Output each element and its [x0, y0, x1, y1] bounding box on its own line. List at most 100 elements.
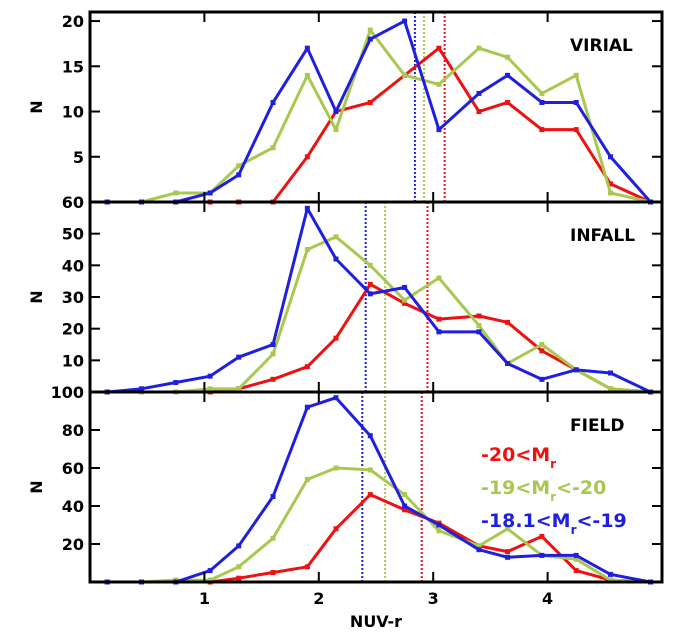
- data-point: [608, 386, 614, 392]
- data-point: [333, 395, 339, 401]
- data-point: [304, 247, 310, 252]
- data-point: [367, 492, 373, 498]
- data-point: [236, 575, 242, 581]
- series-line: [107, 235, 651, 394]
- y-axis-label: N: [27, 480, 46, 493]
- y-tick-label: 60: [62, 459, 84, 478]
- data-point: [173, 190, 179, 196]
- data-point: [270, 535, 276, 541]
- data-point: [333, 256, 339, 262]
- data-point: [367, 99, 373, 105]
- panel-virial: 5 10 15 20 N VIRIAL: [27, 10, 664, 205]
- data-point: [367, 27, 373, 33]
- series-line: [107, 282, 651, 394]
- data-point: [270, 494, 276, 499]
- data-point: [573, 99, 579, 105]
- data-point: [270, 342, 276, 347]
- panel-label: VIRIAL: [570, 36, 633, 56]
- data-point: [539, 127, 545, 133]
- data-point: [476, 90, 482, 96]
- panel-label: INFALL: [570, 226, 635, 246]
- data-point: [436, 316, 442, 322]
- data-point: [539, 342, 545, 347]
- data-point: [207, 577, 213, 583]
- data-point: [436, 275, 442, 281]
- data-point: [173, 380, 179, 385]
- y-tick-label: 100: [51, 383, 84, 402]
- data-point: [505, 554, 511, 560]
- data-point: [270, 570, 276, 575]
- data-point: [270, 351, 276, 357]
- data-point: [304, 476, 310, 482]
- y-tick-label: 10: [62, 351, 84, 370]
- data-point: [476, 45, 482, 51]
- data-point: [304, 72, 310, 78]
- data-point: [539, 348, 545, 354]
- data-point: [333, 465, 339, 471]
- x-tick-label: 4: [542, 589, 553, 608]
- y-tick-label: 80: [62, 421, 84, 440]
- data-point: [304, 364, 310, 370]
- data-point: [402, 492, 408, 498]
- y-tick-label: 20: [62, 12, 84, 31]
- series-line: [107, 493, 651, 584]
- y-tick-label: 30: [62, 288, 84, 307]
- data-point: [505, 526, 511, 532]
- y-tick-label: 40: [62, 497, 84, 516]
- data-point: [236, 163, 242, 169]
- data-point: [505, 99, 511, 105]
- legend-entry: -19<Mr<-20: [481, 477, 606, 504]
- data-point: [436, 127, 442, 133]
- data-point: [367, 262, 373, 268]
- data-point: [436, 329, 442, 335]
- data-point: [608, 190, 614, 196]
- data-point: [304, 404, 310, 410]
- y-tick-label: 15: [62, 57, 84, 76]
- data-point: [573, 127, 579, 133]
- data-point: [436, 45, 442, 51]
- data-point: [304, 205, 310, 211]
- legend-entry: -20<Mr: [481, 444, 556, 471]
- data-point: [436, 81, 442, 87]
- y-tick-label: 20: [62, 535, 84, 554]
- data-point: [333, 234, 339, 240]
- series-line: [107, 46, 652, 204]
- x-tick-label: 2: [313, 589, 324, 608]
- data-point: [436, 522, 442, 528]
- data-point: [573, 552, 579, 558]
- panel-frame: [88, 390, 664, 584]
- data-point: [236, 386, 242, 392]
- data-point: [333, 335, 339, 341]
- y-tick-label: 40: [62, 256, 84, 275]
- data-point: [608, 571, 614, 577]
- data-point: [505, 72, 511, 78]
- x-tick-label: 1: [199, 589, 210, 608]
- data-point: [436, 528, 442, 534]
- data-point: [402, 72, 408, 78]
- data-point: [608, 370, 614, 376]
- data-point: [539, 533, 545, 539]
- data-point: [539, 552, 545, 558]
- data-point: [270, 99, 276, 105]
- y-tick-label: 50: [62, 225, 84, 244]
- data-point: [402, 297, 408, 303]
- data-point: [367, 281, 373, 287]
- data-point: [304, 154, 310, 160]
- data-point: [333, 109, 339, 115]
- data-point: [476, 329, 482, 335]
- data-point: [304, 45, 310, 51]
- panel-field: 20 40 60 80 100 1 2 3 4 N NUV-r FIELD -20<Mr -19<Mr<-…: [27, 383, 664, 631]
- data-point: [402, 300, 408, 306]
- data-point: [270, 376, 276, 382]
- data-point: [207, 568, 213, 574]
- data-point: [573, 367, 579, 373]
- panel-label: FIELD: [570, 416, 625, 436]
- data-point: [505, 549, 511, 555]
- data-point: [333, 526, 339, 532]
- data-point: [505, 361, 511, 366]
- x-tick-label: 3: [428, 589, 439, 608]
- data-point: [608, 154, 614, 160]
- panel-infall: 10 20 30 40 50 60 N INFALL: [27, 193, 664, 395]
- data-point: [476, 323, 482, 328]
- legend-entry: -18.1<Mr<-19: [481, 510, 627, 537]
